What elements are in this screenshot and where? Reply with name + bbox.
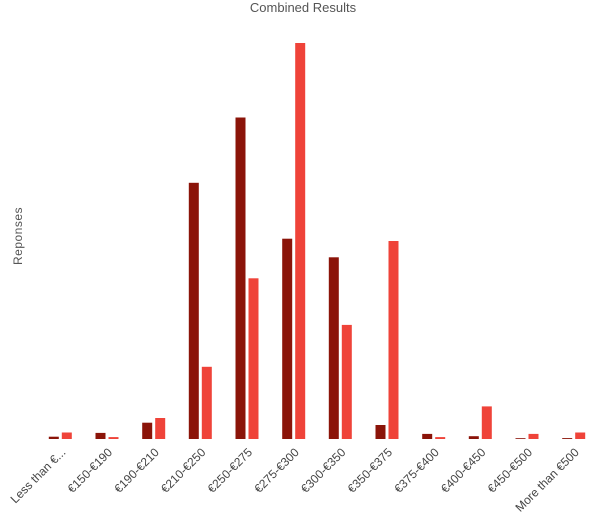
x-tick-label: €375-€400 <box>391 445 442 496</box>
bar-series2-2 <box>155 418 166 439</box>
bar-series2-0 <box>61 432 72 439</box>
x-tick-label: €150-€190 <box>65 445 116 496</box>
bar-series1-9 <box>468 436 479 439</box>
x-tick-label: Less than €... <box>8 445 69 506</box>
x-tick-labels: Less than €...€150-€190€190-€210€210-€25… <box>8 445 582 515</box>
bar-series1-11 <box>562 438 573 439</box>
bar-series1-1 <box>95 432 106 439</box>
bar-series1-4 <box>235 117 246 439</box>
x-tick-label: €210-€250 <box>158 445 209 496</box>
x-tick-label: €190-€210 <box>111 445 162 496</box>
bar-series1-10 <box>515 438 526 439</box>
bar-series1-2 <box>142 422 153 439</box>
bar-series2-11 <box>575 432 586 439</box>
bar-series2-1 <box>108 437 119 439</box>
bar-series1-6 <box>328 257 339 439</box>
bar-series2-8 <box>435 437 446 439</box>
bar-series1-5 <box>282 238 293 439</box>
bar-series2-10 <box>528 433 539 439</box>
x-tick-label: €350-€375 <box>345 445 396 496</box>
bar-series2-4 <box>248 278 259 439</box>
x-tick-label: €300-€350 <box>298 445 349 496</box>
bar-series2-5 <box>295 43 306 439</box>
bars-group <box>48 43 586 440</box>
bar-series1-0 <box>48 436 59 439</box>
bar-series1-8 <box>422 433 433 439</box>
y-axis-label: Reponses <box>11 207 25 265</box>
x-tick-label: €400-€450 <box>438 445 489 496</box>
x-tick-label: €275-€300 <box>251 445 302 496</box>
bar-series2-7 <box>388 241 399 439</box>
chart-title: Combined Results <box>249 0 357 15</box>
bar-series2-6 <box>341 324 352 439</box>
bar-series2-9 <box>481 406 492 439</box>
bar-series1-7 <box>375 425 386 439</box>
bar-series2-3 <box>201 366 212 439</box>
bar-series1-3 <box>188 182 199 440</box>
x-tick-label: €250-€275 <box>205 445 256 496</box>
